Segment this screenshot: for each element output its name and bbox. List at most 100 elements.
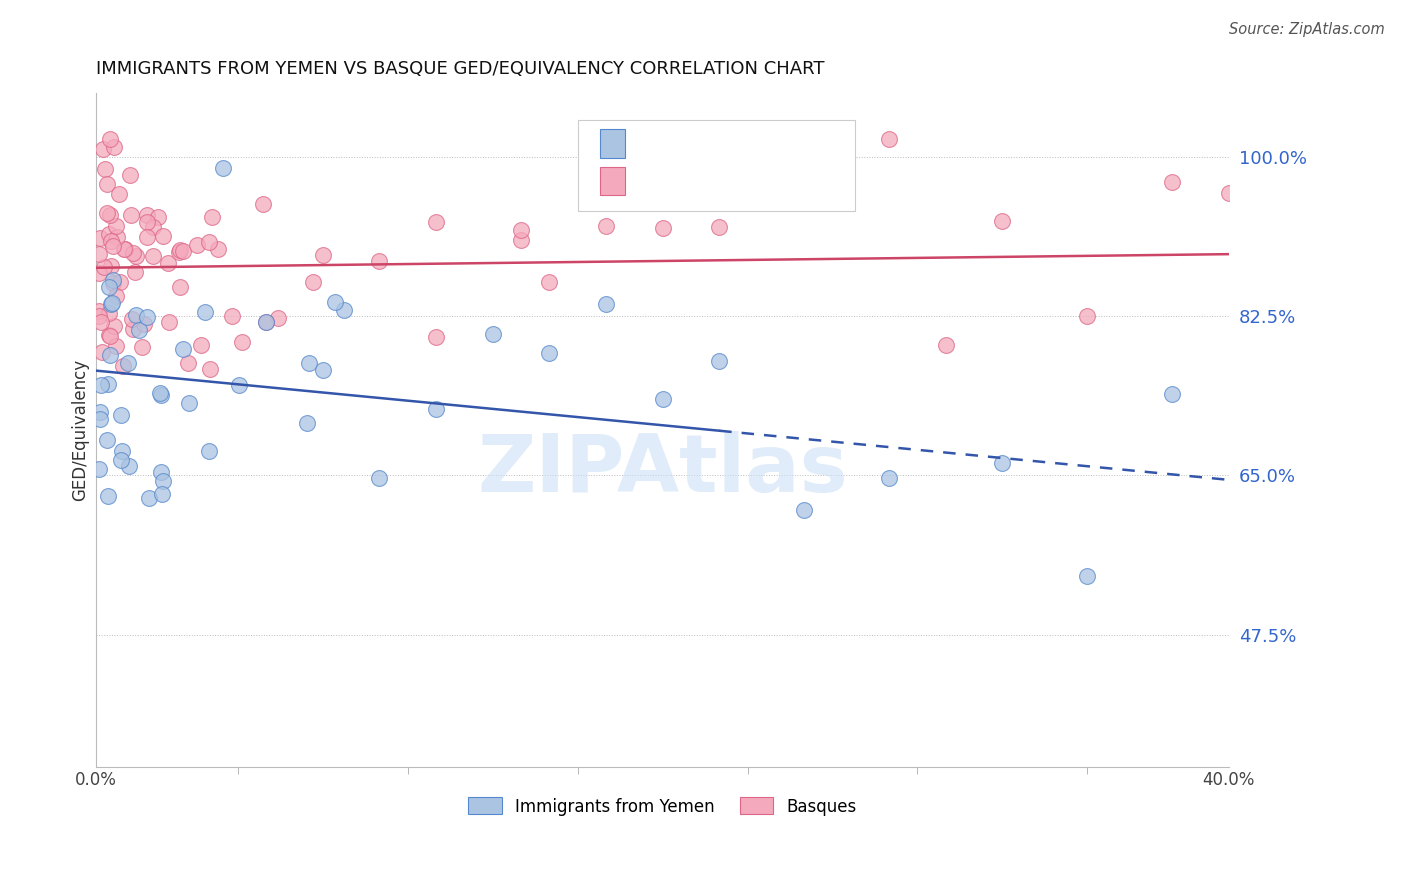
Point <box>98 280 121 294</box>
Bar <box>600 129 626 158</box>
Point <box>793 185 815 199</box>
Bar <box>600 167 626 194</box>
Point <box>150 387 173 401</box>
Point <box>295 416 318 430</box>
Point <box>136 208 159 222</box>
Point <box>122 322 145 336</box>
Point <box>104 339 127 353</box>
Point <box>146 210 169 224</box>
Point <box>138 491 160 506</box>
Point <box>267 310 290 325</box>
Point <box>481 326 503 341</box>
Point <box>89 230 111 244</box>
Point <box>198 361 221 376</box>
Point <box>103 319 125 334</box>
Point <box>991 213 1014 227</box>
Point <box>87 462 110 476</box>
Point <box>101 296 124 310</box>
Point <box>97 489 120 503</box>
Point <box>90 377 112 392</box>
Point <box>935 338 957 352</box>
Text: N = 51: N = 51 <box>745 136 799 151</box>
Point <box>172 244 194 258</box>
Point <box>709 162 731 177</box>
Point <box>134 317 156 331</box>
Point <box>149 465 172 479</box>
Point <box>169 244 191 258</box>
Legend: Immigrants from Yemen, Basques: Immigrants from Yemen, Basques <box>461 790 863 822</box>
Point <box>121 245 143 260</box>
Point <box>101 273 124 287</box>
Point <box>114 242 136 256</box>
Point <box>110 408 132 422</box>
Point <box>89 412 111 426</box>
Point <box>169 280 191 294</box>
Point <box>298 356 321 370</box>
Point <box>120 168 142 182</box>
Point <box>179 395 201 409</box>
Point <box>120 208 142 222</box>
Point <box>651 185 673 199</box>
Point <box>105 230 128 244</box>
Point <box>98 329 121 343</box>
Point <box>128 323 150 337</box>
Point <box>98 131 121 145</box>
Point <box>112 242 135 256</box>
Point <box>231 334 253 349</box>
Text: IMMIGRANTS FROM YEMEN VS BASQUE GED/EQUIVALENCY CORRELATION CHART: IMMIGRANTS FROM YEMEN VS BASQUE GED/EQUI… <box>96 60 825 78</box>
Point <box>91 142 114 156</box>
Point <box>103 139 125 153</box>
Point <box>651 221 673 235</box>
Point <box>96 433 118 447</box>
Point <box>323 295 346 310</box>
Point <box>100 260 122 274</box>
Point <box>121 312 143 326</box>
Point <box>1218 186 1240 201</box>
Point <box>186 237 208 252</box>
Point <box>87 309 110 323</box>
Point <box>252 197 274 211</box>
Point <box>368 471 391 485</box>
Point <box>1076 569 1098 583</box>
Point <box>368 253 391 268</box>
Text: R = -0.195: R = -0.195 <box>637 136 718 151</box>
Point <box>312 362 335 376</box>
Point <box>211 161 233 175</box>
Point <box>510 233 533 247</box>
Point <box>104 289 127 303</box>
Point <box>157 314 180 328</box>
Point <box>111 444 134 458</box>
Point <box>100 235 122 249</box>
Point <box>101 239 124 253</box>
Point <box>152 475 174 489</box>
Point <box>172 342 194 356</box>
Point <box>94 161 117 176</box>
Point <box>87 266 110 280</box>
Point <box>254 315 277 329</box>
Point <box>709 353 731 368</box>
Point <box>312 248 335 262</box>
Point <box>110 453 132 467</box>
Point <box>103 277 125 291</box>
Point <box>105 219 128 233</box>
Text: ZIPAtlas: ZIPAtlas <box>477 431 848 509</box>
Point <box>89 405 111 419</box>
Point <box>194 305 217 319</box>
Point <box>152 229 174 244</box>
Point <box>100 297 122 311</box>
Y-axis label: GED/Equivalency: GED/Equivalency <box>72 359 89 501</box>
Point <box>595 297 617 311</box>
Point <box>991 456 1014 470</box>
Point <box>93 260 115 274</box>
Point <box>91 344 114 359</box>
Text: N = 86: N = 86 <box>745 173 799 188</box>
Point <box>124 265 146 279</box>
Point <box>301 275 323 289</box>
Point <box>87 247 110 261</box>
Point <box>538 345 561 359</box>
Point <box>877 131 900 145</box>
Point <box>425 215 447 229</box>
Point <box>98 227 121 242</box>
Point <box>1161 386 1184 401</box>
Point <box>100 348 122 362</box>
